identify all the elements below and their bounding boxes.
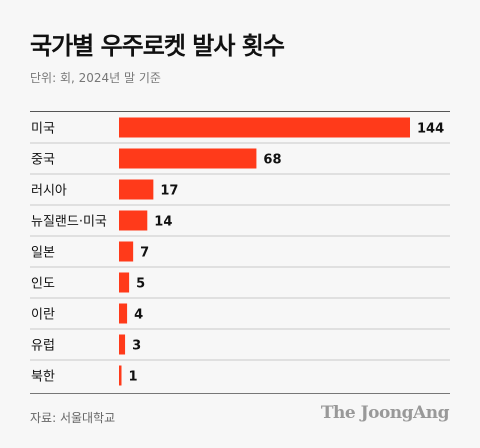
- category-label: 이란: [31, 308, 55, 323]
- bar: [119, 148, 257, 169]
- category-label: 유럽: [31, 339, 55, 354]
- bar: [119, 303, 128, 324]
- bar: [119, 241, 134, 262]
- category-label: 일본: [31, 246, 55, 261]
- category-label: 북한: [31, 370, 55, 385]
- value-label: 14: [154, 215, 172, 230]
- value-label: 144: [417, 122, 444, 137]
- bar: [119, 210, 148, 231]
- publisher-logo: The JoongAng: [320, 403, 450, 423]
- value-label: 4: [134, 308, 143, 323]
- chart-subtitle: 단위: 회, 2024년 말 기준: [30, 71, 161, 85]
- bar: [119, 117, 410, 138]
- category-label: 러시아: [31, 184, 67, 199]
- category-label: 중국: [31, 153, 55, 168]
- value-label: 1: [129, 370, 138, 385]
- bar: [119, 365, 122, 386]
- source-note: 자료: 서울대학교: [30, 411, 116, 425]
- category-label: 미국: [31, 122, 55, 137]
- value-label: 17: [160, 184, 178, 199]
- bar: [119, 179, 154, 200]
- chart-title: 국가별 우주로켓 발사 횟수: [30, 32, 285, 60]
- value-label: 3: [132, 339, 141, 354]
- value-label: 68: [263, 153, 281, 168]
- category-label: 인도: [31, 277, 55, 292]
- top-rule: [30, 111, 450, 112]
- value-label: 5: [136, 277, 145, 292]
- category-label: 뉴질랜드·미국: [31, 215, 107, 230]
- value-label: 7: [140, 246, 149, 261]
- bar: [119, 334, 126, 355]
- bar: [119, 272, 130, 293]
- bottom-rule: [30, 393, 450, 394]
